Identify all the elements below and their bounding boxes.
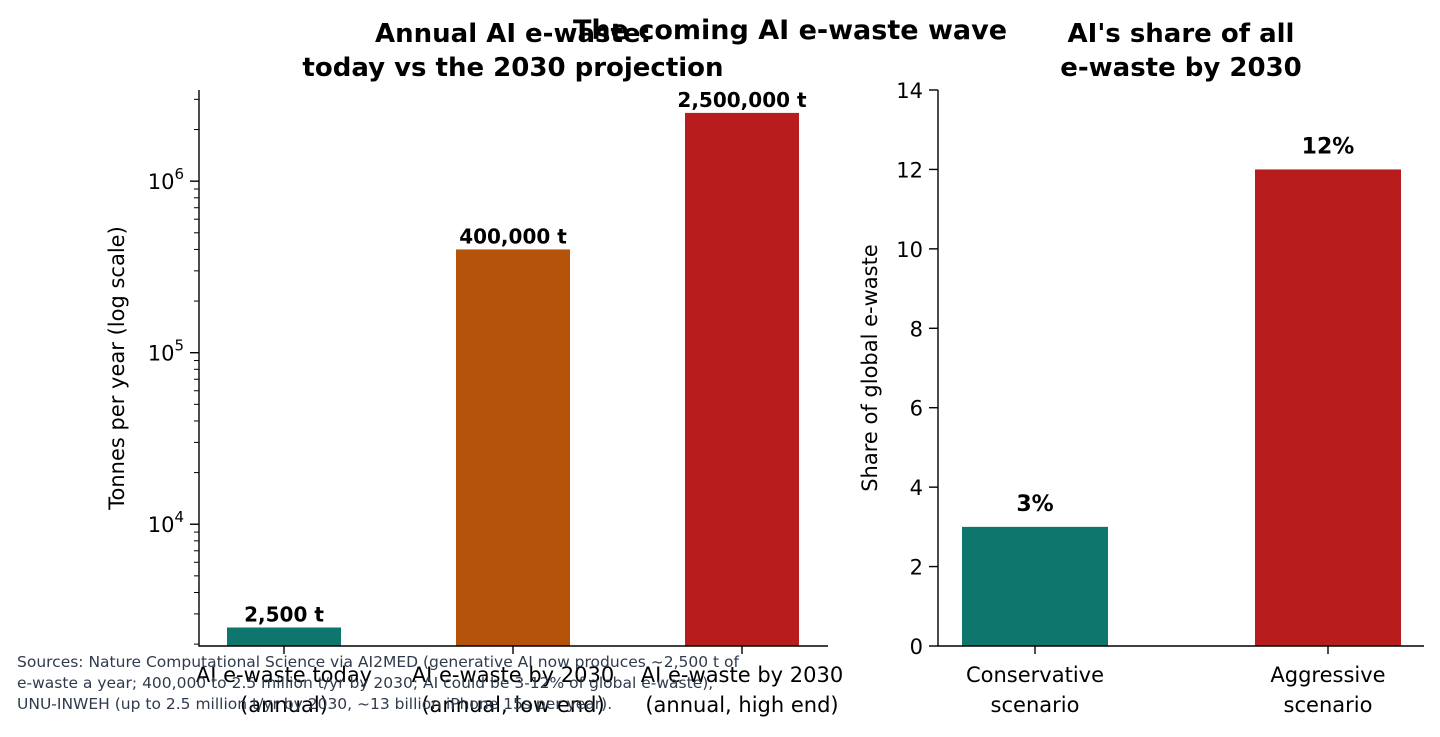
panel2-title-line2: e-waste by 2030: [1060, 53, 1302, 83]
panel1-bars: 2,500 t AI e-waste today (annual) 400,000 t…: [196, 88, 843, 717]
x-tick-label: (annual, high end): [645, 693, 838, 717]
bar-value-label: 12%: [1302, 134, 1355, 159]
bar-value-label: 2,500 t: [244, 602, 324, 626]
panel1-y-axis-label: Tonnes per year (log scale): [105, 226, 129, 511]
y-tick-label: 12: [896, 158, 923, 182]
y-tick-label: 8: [910, 317, 923, 341]
x-tick-label: AI e-waste today: [196, 663, 372, 687]
bar-value-label: 3%: [1016, 492, 1053, 517]
panel-share: AI's share of all e-waste by 2030 0 2 4 6 8 1…: [858, 19, 1424, 717]
y-tick-label: 106: [148, 165, 184, 194]
source-line-3: UNU-INWEH (up to 2.5 million t/yr by 203…: [17, 695, 612, 713]
panel2-axes: [937, 90, 1424, 647]
bar-value-label: 2,500,000 t: [677, 88, 807, 112]
panel2-title-line1: AI's share of all: [1068, 19, 1295, 49]
y-tick-label: 0: [910, 635, 923, 659]
x-tick-label: (annual): [240, 693, 328, 717]
y-tick-label: 2: [910, 556, 923, 580]
y-tick-label: 14: [896, 79, 923, 103]
y-tick-label: 105: [148, 337, 184, 366]
x-tick-label: AI e-waste by 2030: [641, 663, 843, 687]
x-tick-label: Conservative: [966, 663, 1104, 687]
bar-0: [962, 526, 1108, 646]
y-tick-label: 4: [910, 476, 923, 500]
bar-2: [685, 112, 799, 647]
x-tick-label: Aggressive: [1270, 663, 1385, 687]
panel1-title-line2: today vs the 2030 projection: [302, 53, 723, 83]
bar-0: [227, 627, 341, 646]
panel1-title-line1: Annual AI e-waste:: [375, 19, 651, 49]
panel2-y-ticks: 0 2 4 6 8 10 12 14: [896, 79, 938, 659]
bar-value-label: 400,000 t: [459, 224, 567, 248]
source-line-2: e-waste a year; 400,000 to 2.5 million t…: [17, 674, 713, 692]
sources-note: Sources: Nature Computational Science vi…: [17, 653, 740, 713]
x-tick-label: scenario: [991, 693, 1080, 717]
panel-annual-tonnes: Annual AI e-waste: today vs the 2030 pro…: [105, 19, 843, 717]
y-tick-label: 104: [148, 508, 184, 537]
panel1-axes: [198, 90, 828, 647]
y-tick-label: 10: [896, 238, 923, 262]
bar-1: [456, 249, 570, 646]
figure-title: The coming AI e-waste wave: [573, 15, 1007, 46]
x-tick-label: scenario: [1284, 693, 1373, 717]
panel2-bars: 3% Conservative scenario 12% Aggressive scena…: [962, 134, 1401, 717]
panel2-y-axis-label: Share of global e-waste: [858, 244, 882, 492]
x-tick-label: (annual, low end): [421, 693, 604, 717]
x-tick-label: AI e-waste by 2030: [412, 663, 614, 687]
panel1-y-ticks: 104 105 106: [148, 98, 199, 645]
source-line-1: Sources: Nature Computational Science vi…: [17, 653, 740, 671]
y-tick-label: 6: [910, 397, 923, 421]
bar-1: [1255, 169, 1401, 646]
